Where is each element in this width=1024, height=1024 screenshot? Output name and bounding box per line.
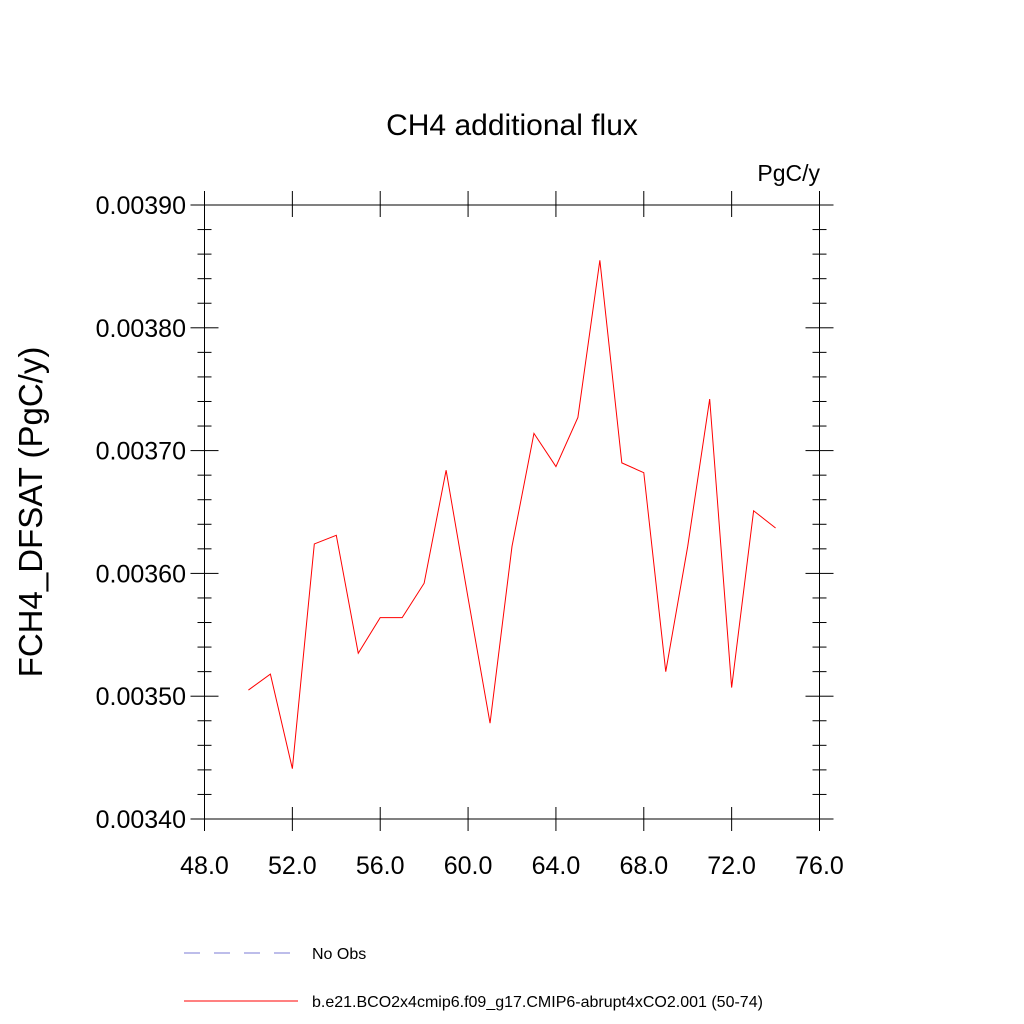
legend: No Obs b.e21.BCO2x4cmip6.f09_g17.CMIP6-ab… [184,946,763,1011]
y-axis-label: FCH4_DFSAT (PgC/y) [12,347,49,678]
units-label: PgC/y [757,160,820,186]
chart-title: CH4 additional flux [386,109,638,142]
y-tick-label: 0.00360 [96,560,186,588]
legend-label: b.e21.BCO2x4cmip6.f09_g17.CMIP6-abrupt4x… [312,994,763,1011]
series-layer [248,260,776,769]
x-tick-label: 76.0 [795,852,844,880]
y-tick-label: 0.00340 [96,806,186,834]
x-tick-label: 68.0 [619,852,668,880]
x-tick-label: 52.0 [268,852,317,880]
y-tick-label: 0.00380 [96,315,186,343]
y-tick-label: 0.00370 [96,438,186,466]
x-tick-label: 48.0 [180,852,229,880]
x-tick-label: 56.0 [356,852,405,880]
x-tick-label: 72.0 [707,852,756,880]
plot-frame [204,204,820,820]
x-tick-label: 60.0 [444,852,493,880]
y-tick-label: 0.00350 [96,683,186,711]
y-tick-label: 0.00390 [96,192,186,220]
series-line [248,260,776,769]
x-tick-label: 64.0 [532,852,581,880]
legend-label: No Obs [312,946,366,963]
x-axis: 48.0 52.0 56.0 60.0 64.0 68.0 72.0 76.0 [180,191,844,880]
y-axis: 0.00340 0.00350 0.00360 0.00370 0.00380 0.003… [96,192,834,834]
